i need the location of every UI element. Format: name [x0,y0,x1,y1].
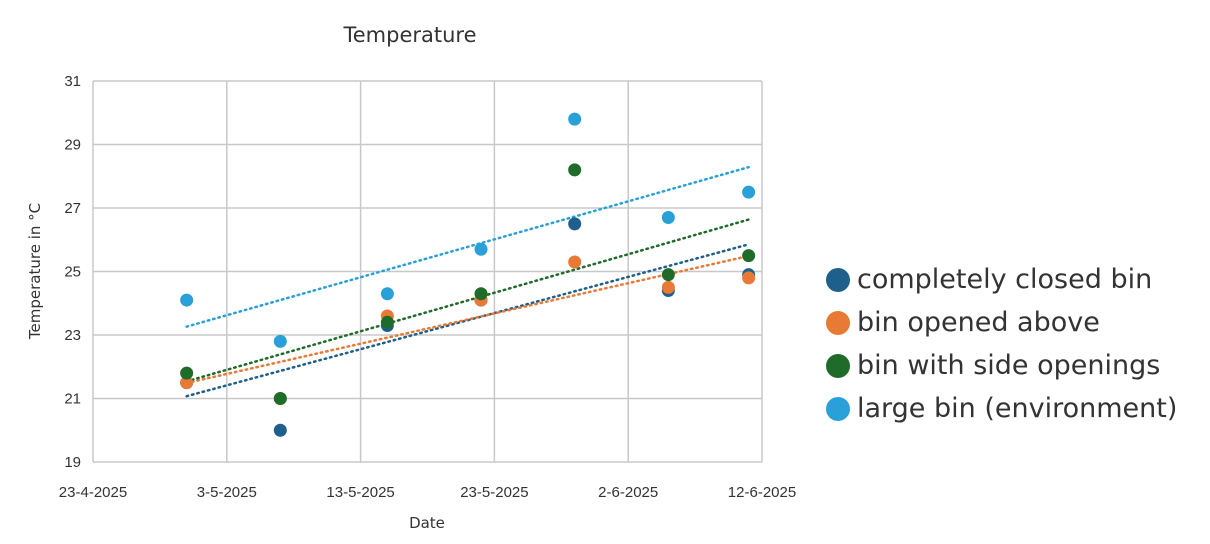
data-point [661,211,675,225]
trendline [185,165,750,328]
y-axis-ticks: 19 21 23 25 27 29 31 [64,73,81,471]
legend-marker-icon [826,396,850,421]
data-point [273,392,287,405]
x-tick-label: 23-4-2025 [59,484,127,501]
x-tick-label: 23-5-2025 [460,484,528,501]
legend-marker-icon [826,310,850,335]
data-point [180,376,194,390]
legend-item: completely closed bin [826,258,1177,301]
data-point [180,293,194,307]
data-point [380,287,394,301]
y-axis-label: Temperature in °C [26,203,44,340]
data-point [380,315,394,329]
y-tick-label: 27 [64,200,81,217]
y-tick-label: 21 [64,391,81,408]
x-tick-label: 3-5-2025 [197,484,257,501]
legend-item: bin opened above [826,301,1177,344]
legend-marker-icon [826,267,850,292]
scatter-chart: Temperature 19 21 23 25 27 29 31 23-4-2025 3-5-… [26,23,796,532]
legend-label: completely closed bin [857,264,1153,295]
y-tick-label: 31 [64,73,81,90]
data-point [474,242,488,256]
data-point [474,287,488,301]
data-point [661,268,675,282]
data-point [568,112,582,126]
y-tick-label: 23 [64,327,81,344]
legend-label: bin with side openings [857,350,1161,381]
data-point [568,255,582,269]
data-point [273,423,287,437]
legend-label: bin opened above [857,307,1100,338]
x-axis-ticks: 23-4-2025 3-5-2025 13-5-2025 23-5-2025 2-6-2… [59,484,796,501]
y-tick-label: 29 [64,137,81,154]
data-points [180,112,756,437]
data-point [742,185,756,199]
data-point [273,334,287,348]
chart-title: Temperature [342,23,476,47]
legend: completely closed bin bin opened above bin… [826,258,1177,430]
data-point [568,163,582,177]
legend-label: large bin (environment) [857,393,1178,424]
trendline [185,218,750,383]
data-point [180,366,194,380]
y-tick-label: 25 [64,264,81,281]
data-point [661,280,675,294]
y-tick-label: 19 [64,454,81,471]
x-tick-label: 12-6-2025 [728,484,796,501]
data-point [568,217,582,231]
legend-item: large bin (environment) [826,387,1177,430]
x-tick-label: 2-6-2025 [598,484,658,501]
legend-item: bin with side openings [826,344,1177,387]
trendlines [185,165,750,398]
grid [92,80,763,463]
x-axis-label: Date [409,514,445,532]
trendline [185,254,750,385]
data-point [742,271,756,285]
x-tick-label: 13-5-2025 [326,484,394,501]
legend-marker-icon [826,353,850,378]
data-point [742,249,756,263]
